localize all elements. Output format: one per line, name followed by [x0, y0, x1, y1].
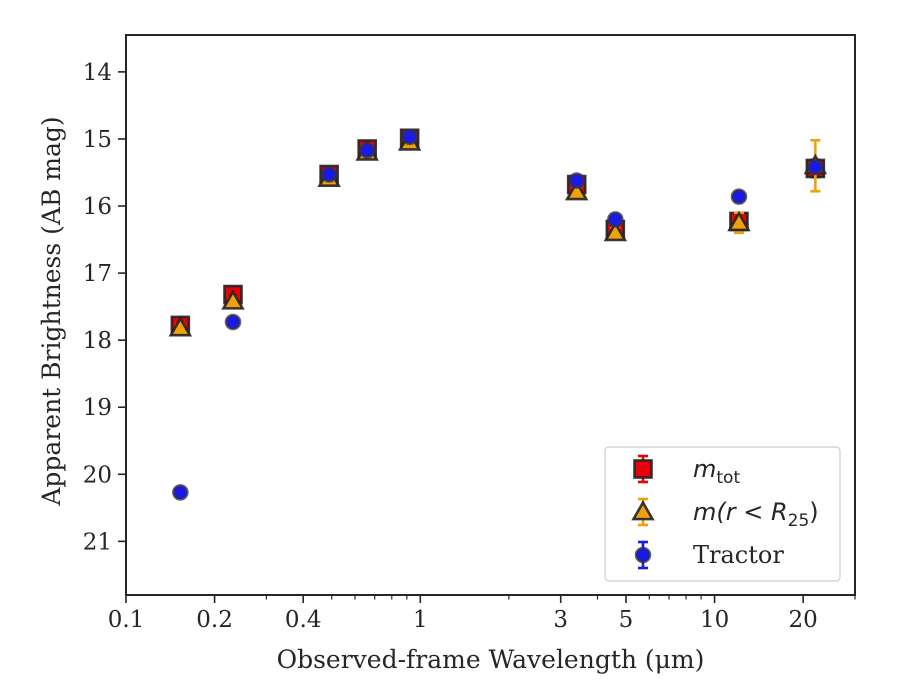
data-point	[358, 142, 376, 159]
legend-box	[604, 446, 841, 582]
x-tick-label: 10	[700, 607, 729, 633]
legend-marker	[634, 546, 652, 564]
x-tick-label: 3	[553, 607, 568, 633]
y-tick-label: 17	[83, 261, 112, 287]
legend-label: m(r < R25)	[693, 498, 819, 531]
data-point	[221, 289, 245, 310]
y-tick-label: 14	[83, 60, 112, 86]
legend-label: mtot	[693, 455, 740, 488]
data-point	[730, 188, 748, 205]
legend-item: Tractor	[634, 540, 784, 570]
y-tick-label: 20	[83, 462, 112, 488]
legend-item: m(r < R25)	[631, 497, 819, 531]
legend-item: mtot	[633, 454, 740, 488]
data-point	[807, 158, 824, 176]
data-point	[168, 315, 193, 337]
data-point	[172, 484, 189, 501]
x-tick-label: 20	[789, 607, 818, 633]
x-axis-label: Observed-frame Wavelength (μm)	[277, 645, 705, 674]
data-point	[564, 179, 589, 201]
x-tick-label: 0.1	[108, 607, 145, 633]
plot-frame	[125, 34, 856, 596]
x-tick-label: 5	[619, 607, 634, 633]
data-point	[568, 172, 586, 189]
series-square	[170, 128, 826, 336]
y-tick-label: 19	[83, 395, 112, 421]
y-tick-label: 21	[83, 529, 112, 555]
y-tick-label: 18	[83, 328, 112, 354]
x-tick-label: 1	[413, 607, 428, 633]
tick-labels: 0.1 0.2 0.4 1 3 5 10 20 14 15 16 17 18 19 20 21	[83, 60, 818, 633]
data-point	[320, 166, 338, 183]
legend-marker	[631, 499, 655, 521]
data-point	[401, 128, 418, 146]
x-tick-label: 0.4	[285, 607, 322, 633]
data-point	[607, 211, 624, 228]
series-circle	[172, 128, 824, 501]
data-point	[603, 220, 628, 242]
y-tick-label: 15	[83, 127, 112, 153]
x-tick-label: 0.2	[196, 607, 233, 633]
series-triangle	[168, 130, 828, 337]
data-point	[224, 313, 242, 331]
legend-marker	[633, 459, 653, 479]
data-series	[168, 128, 828, 501]
y-tick-label: 16	[83, 194, 112, 220]
legend: mtot m(r < R25) Tractor	[604, 446, 841, 582]
y-axis-label: Apparent Brightness (AB mag)	[37, 116, 66, 506]
legend-label: Tractor	[693, 541, 784, 569]
data-point	[727, 210, 751, 232]
